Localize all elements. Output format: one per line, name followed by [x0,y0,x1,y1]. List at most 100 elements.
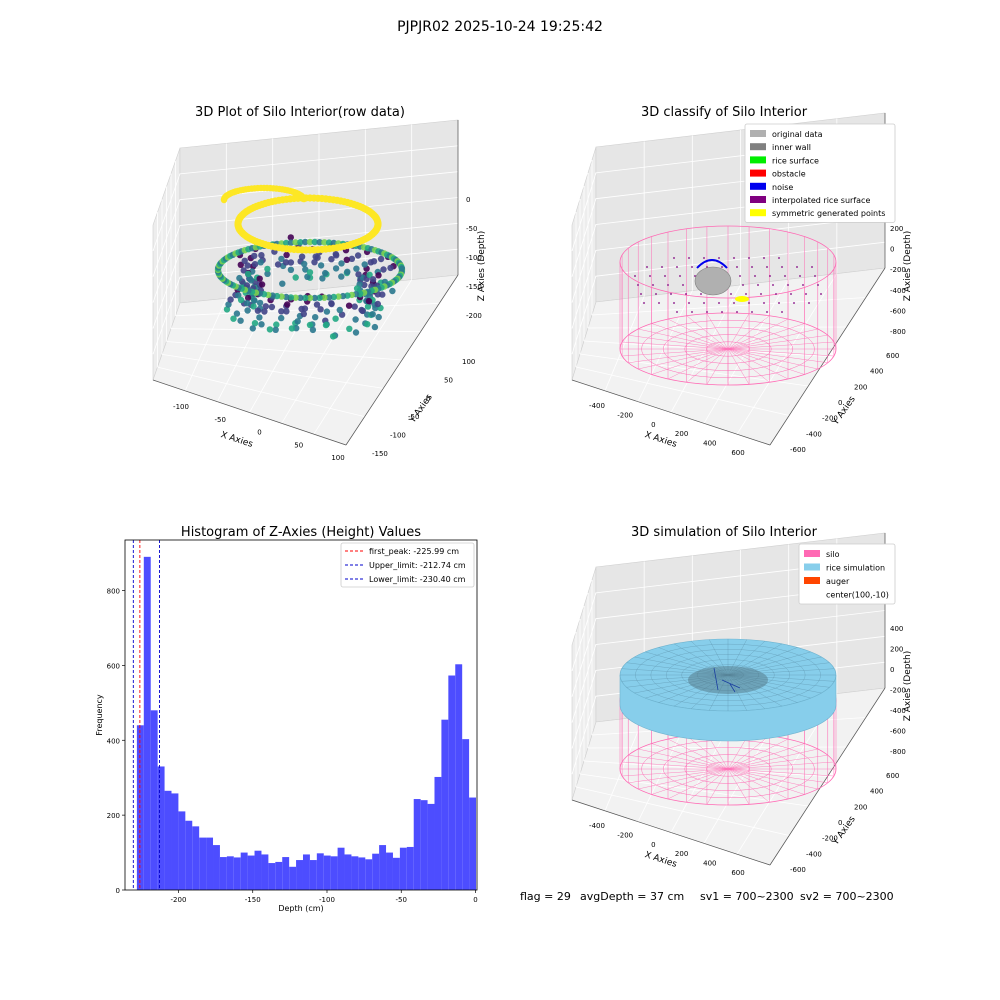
data-point [398,265,406,272]
histogram-bar [157,766,165,890]
y-axis-line [769,687,886,866]
histogram-bar [420,800,428,890]
y-tick-label: 400 [107,737,120,745]
axis-tick-label: -50 [408,413,419,421]
data-point [311,238,318,246]
rice-mesh-spoke [727,639,747,676]
silo-floor-spoke [727,768,834,777]
data-point [312,253,319,260]
axis-tick-label: -100 [173,403,189,411]
silo-floor-spoke [727,348,805,375]
histogram-bar [351,856,359,890]
data-point [325,294,333,301]
grid-line [152,145,459,251]
data-point [246,275,254,282]
silo-floor-spoke [686,768,729,803]
classify-plot-title: 3D classify of Silo Interior [641,105,808,120]
data-point [268,303,276,311]
rice-surface-dip [688,666,768,694]
silo-floor-spoke [651,348,729,375]
histogram-bar [309,860,317,890]
legend-swatch [750,143,766,151]
data-point [237,317,244,324]
data-point [380,266,387,273]
data-point [297,239,304,246]
data-point [258,252,265,259]
rice-mesh-spoke [727,656,822,676]
interpolated-point [754,275,756,277]
interpolated-point [748,257,750,259]
legend-label: inner wall [772,143,811,152]
silo-floor-spoke [651,323,729,350]
data-point [328,256,335,263]
data-point [235,292,242,299]
silo-floor-spoke [727,768,828,783]
data-point [313,301,321,308]
histogram-bar [434,776,442,890]
interpolated-point [703,257,705,259]
histogram-bar [199,837,207,890]
data-point [244,262,251,269]
data-point [298,253,306,260]
data-point [237,261,244,268]
data-point [264,265,271,273]
grid-line [571,584,886,697]
data-point [292,274,299,281]
interpolated-point [652,284,654,286]
interpolated-point [649,275,651,277]
data-point [364,303,372,310]
histogram-bar [302,854,310,890]
raw-x-axis-label: X Axies [219,430,254,450]
silo-floor-spoke [706,348,729,385]
interpolated-point [748,302,750,304]
grid-line [736,273,838,435]
histogram-bar [240,852,248,890]
histogram-bar [462,739,470,890]
silo-floor-spoke [686,735,729,770]
avg-depth-text: avgDepth = 37 cm [580,890,684,903]
legend-label: symmetric generated points [772,209,885,218]
axis-tick-label: 600 [731,449,744,457]
data-point [287,294,295,301]
data-point [375,313,382,321]
silo-floor-spoke [667,768,729,800]
data-point [297,294,304,301]
silo-floor-spoke [727,318,789,350]
data-point [251,252,258,260]
data-point [278,308,285,315]
interpolated-point [793,302,795,304]
classify-z-axis-label: Z Axies (Depth) [903,231,913,302]
data-point [319,275,326,282]
histogram-bar [275,861,283,890]
data-point [244,307,251,314]
data-point [369,276,377,283]
data-point [359,307,366,315]
rice-mesh-spoke [727,674,835,682]
interpolated-point [721,266,723,268]
y-tick-label: 800 [107,588,120,596]
silo-floor-spoke [727,348,828,363]
interpolated-point [673,302,675,304]
data-point [279,280,286,287]
legend-swatch [804,577,820,584]
axis-tick-label: -200 [822,415,838,423]
silo-floor-spoke [727,768,750,805]
axis-tick-label: -200 [466,312,482,320]
data-point [353,265,360,272]
axis-tick-label: 0 [651,841,655,849]
y-tick-label: 200 [107,812,120,820]
axis-tick-label: -600 [790,446,806,454]
data-point [287,234,294,241]
data-point [266,326,274,333]
legend-label: auger [826,577,850,586]
legend-label: Upper_limit: -212.74 cm [369,561,466,570]
axis-tick-label: -400 [589,822,605,830]
data-point [364,321,371,328]
axis-tick-label: -200 [890,687,906,695]
data-point [345,302,353,309]
silo-floor-spoke [667,318,729,350]
axis-tick-label: -400 [806,850,822,858]
histogram-bar [247,855,255,890]
simulation-plot-title: 3D simulation of Silo Interior [631,525,818,540]
histogram-bar [427,803,435,890]
